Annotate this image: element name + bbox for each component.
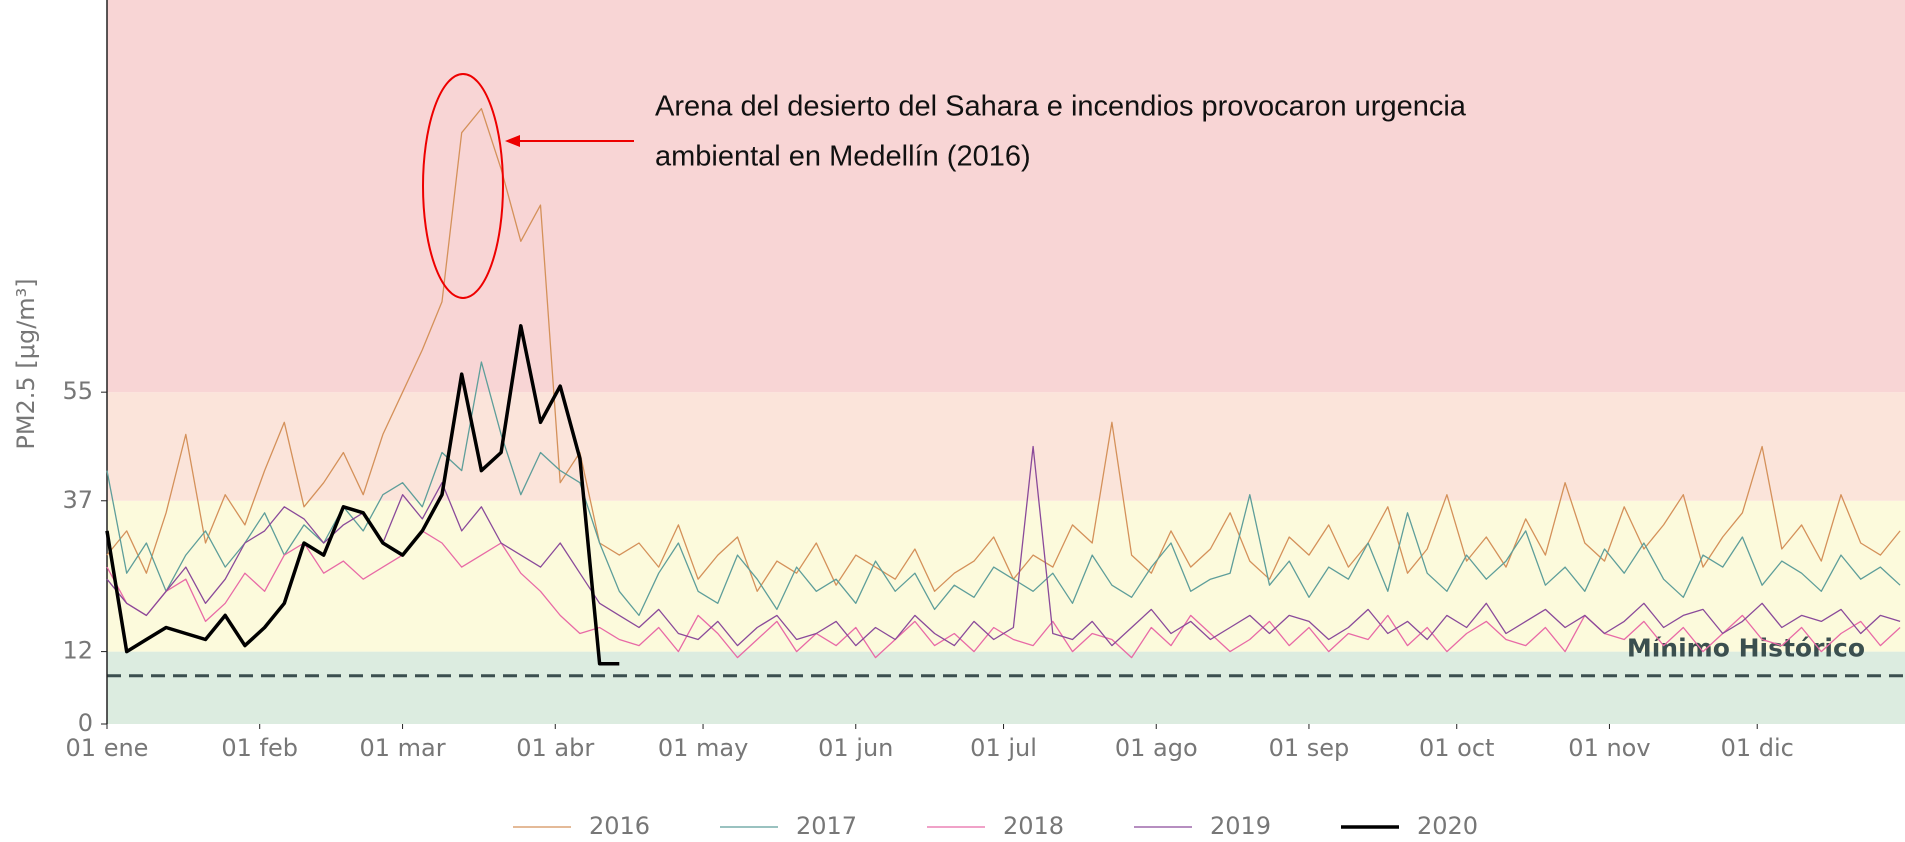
annotation: ambiental en Medellín (2016) <box>655 141 1031 173</box>
legend-label: 2016 <box>589 812 650 840</box>
series-line <box>105 324 620 666</box>
legend-label: 2020 <box>1417 812 1478 840</box>
legend-label: 2018 <box>1003 812 1064 840</box>
band <box>107 500 1905 652</box>
annotation-arrowhead <box>505 135 520 147</box>
x-tick-label: 01 may <box>658 734 748 762</box>
band <box>107 651 1905 724</box>
legend-label: 2019 <box>1210 812 1271 840</box>
reference-label: Mínimo Histórico <box>1627 634 1865 663</box>
y-axis-label: PM2.5 [μg/m³] <box>12 278 40 449</box>
x-tick-label: 01 abr <box>516 734 594 762</box>
bands: Mínimo Histórico <box>107 0 1905 724</box>
x-tick-label: 01 jul <box>970 734 1037 762</box>
x-tick-label: 01 ago <box>1115 734 1198 762</box>
x-tick-label: 01 sep <box>1269 734 1350 762</box>
y-tick-label: 37 <box>62 486 93 514</box>
x-tick-label: 01 mar <box>359 734 445 762</box>
y-tick-label: 12 <box>62 637 93 665</box>
x-tick-label: 01 dic <box>1721 734 1794 762</box>
y-tick-label: 55 <box>62 377 93 405</box>
legend-label: 2017 <box>796 812 857 840</box>
annotation-ellipse <box>422 73 504 299</box>
x-tick-label: 01 oct <box>1419 734 1494 762</box>
x-tick-label: 01 feb <box>221 734 298 762</box>
y-tick-label: 0 <box>78 709 93 737</box>
series-line <box>106 361 1901 617</box>
x-tick-label: 01 jun <box>818 734 893 762</box>
lines <box>105 107 1901 666</box>
annotation: Arena del desierto del Sahara e incendio… <box>655 91 1467 123</box>
axes: 0 12 37 55 01 ene 01 feb 01 mar 01 abr 01 may 01 … <box>62 0 1794 762</box>
band <box>107 392 1905 501</box>
series-line <box>106 445 1901 647</box>
x-tick-label: 01 ene <box>66 734 149 762</box>
band <box>107 0 1905 393</box>
x-tick-label: 01 nov <box>1568 734 1650 762</box>
series-line <box>106 107 1901 592</box>
